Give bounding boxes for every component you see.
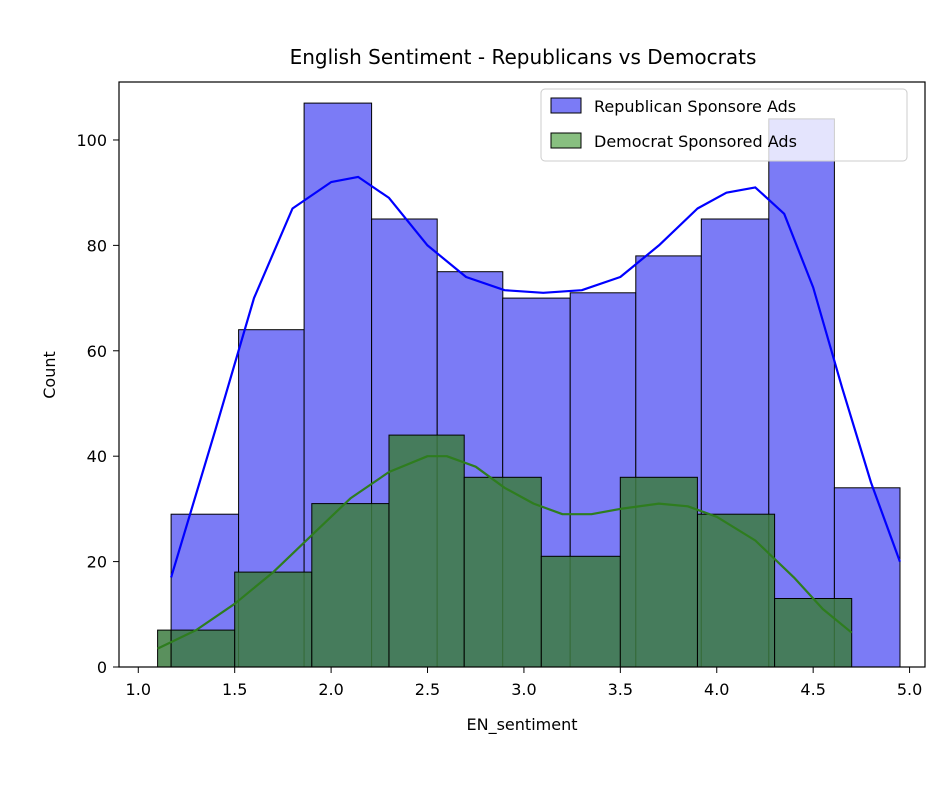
democrat-bar-6: [540, 555, 621, 668]
x-tick-label-6: 4.0: [704, 680, 729, 699]
republican-bar-10: [833, 487, 901, 668]
legend-swatch-republican: [550, 97, 582, 114]
democrat-bar-9: [774, 598, 853, 668]
legend-label-democrat: Democrat Sponsored Ads: [594, 132, 797, 151]
x-tick-label-3: 2.5: [415, 680, 440, 699]
x-tick-label-0: 1.0: [126, 680, 151, 699]
axes-layer: [118, 81, 926, 668]
x-tick-label-1: 1.5: [222, 680, 247, 699]
ticks-layer: 1.0 1.5 2.0 2.5 3.0 3.5 4.0 4.5 5.0 0 20 40 60 80 100: [76, 131, 922, 699]
democrat-bar-2: [234, 571, 313, 668]
democrat-kde-line: [157, 455, 853, 650]
democrat-bar-7: [619, 476, 698, 668]
legend-label-republican: Republican Sponsore Ads: [594, 97, 796, 116]
x-tick-label-5: 3.5: [608, 680, 633, 699]
y-tick-label-5: 100: [76, 131, 107, 150]
x-axis-title: EN_sentiment: [467, 715, 578, 735]
y-tick-label-4: 80: [87, 236, 107, 255]
bars-layer: [157, 102, 901, 668]
democrat-bar-3: [311, 503, 390, 668]
y-tick-label-0: 0: [97, 658, 107, 677]
x-tick-label-2: 2.0: [318, 680, 343, 699]
legend-swatch-democrat: [550, 132, 582, 149]
republican-kde-line: [170, 175, 901, 578]
y-tick-label-3: 60: [87, 342, 107, 361]
y-tick-label-1: 20: [87, 553, 107, 572]
democrat-bar-4: [388, 434, 465, 668]
plot-frame: [118, 81, 926, 668]
democrat-bar-8: [697, 513, 776, 668]
x-tick-label-8: 5.0: [897, 680, 922, 699]
x-tick-label-4: 3.0: [511, 680, 536, 699]
legend-frame: [540, 88, 908, 162]
y-tick-label-2: 40: [87, 447, 107, 466]
kde-layer: [157, 175, 901, 650]
x-tick-label-7: 4.5: [800, 680, 825, 699]
democrat-bar-5: [463, 476, 542, 668]
chart-title: English Sentiment - Republicans vs Democ…: [290, 45, 757, 69]
democrat-bar-1: [170, 629, 236, 668]
y-axis-title: Count: [40, 351, 59, 399]
legend: Republican Sponsore Ads Democrat Sponsor…: [540, 88, 908, 162]
